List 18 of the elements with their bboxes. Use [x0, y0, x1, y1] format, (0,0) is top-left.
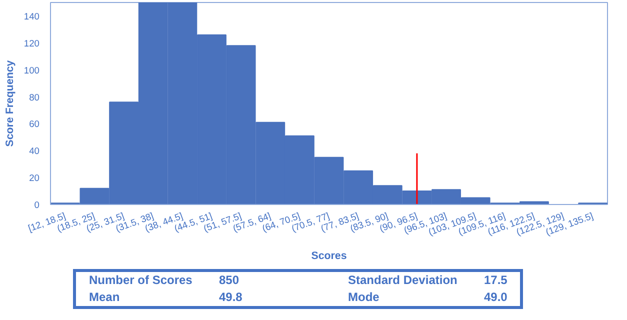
- text: 850: [218, 272, 240, 289]
- y-tick-label: 80: [29, 92, 40, 102]
- text: Mean: [88, 289, 121, 306]
- y-tick-label: 20: [29, 173, 40, 184]
- text: 49.0: [483, 289, 508, 306]
- y-tick-label: 40: [29, 146, 40, 156]
- x-axis-title: Scores: [311, 250, 347, 262]
- text: Number of Scores: [88, 272, 194, 289]
- y-tick-label: 140: [24, 11, 40, 22]
- text: Standard Deviation: [347, 272, 458, 289]
- y-tick-label: 0: [34, 200, 40, 210]
- text: 17.5: [483, 272, 508, 289]
- y-tick-label: 100: [24, 65, 40, 76]
- y-axis-title: Score Frequency: [4, 60, 16, 147]
- y-tick-label: 120: [24, 38, 40, 48]
- text: Mode: [347, 289, 380, 306]
- y-tick-label: 60: [29, 119, 40, 130]
- text: 49.8: [218, 289, 244, 306]
